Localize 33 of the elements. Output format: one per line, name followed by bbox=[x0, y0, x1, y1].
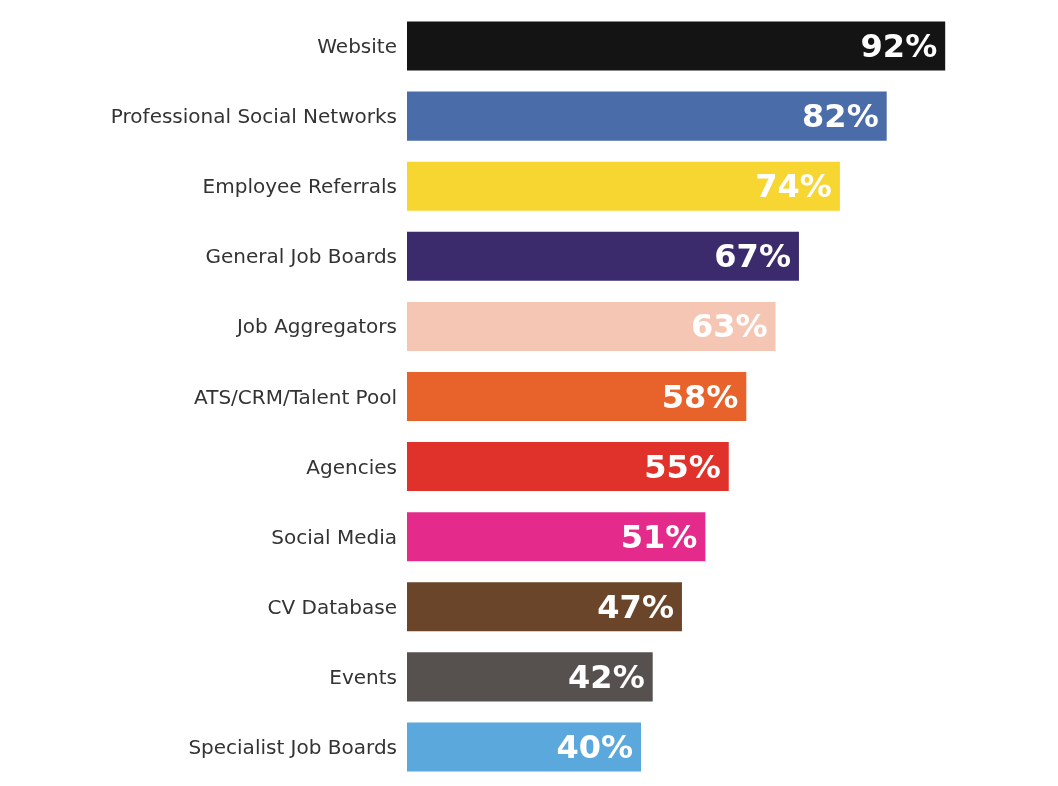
bar bbox=[407, 442, 729, 492]
y-tick-label: Website bbox=[317, 34, 397, 59]
data-label: 67% bbox=[714, 237, 791, 276]
data-label: 51% bbox=[620, 517, 698, 556]
y-tick-label: General Job Boards bbox=[205, 244, 397, 269]
y-tick-label: Social Media bbox=[271, 524, 397, 549]
bar bbox=[407, 722, 641, 772]
data-label: 42% bbox=[568, 657, 645, 696]
y-tick-label: Specialist Job Boards bbox=[188, 734, 397, 759]
bar bbox=[407, 21, 946, 71]
bar bbox=[407, 301, 776, 351]
bar bbox=[407, 371, 747, 422]
data-label: 82% bbox=[802, 97, 879, 136]
y-tick-label: Agencies bbox=[306, 454, 397, 479]
data-label: 92% bbox=[860, 27, 938, 66]
bar bbox=[407, 231, 799, 281]
bar bbox=[407, 512, 706, 562]
bar bbox=[407, 91, 887, 141]
y-tick-label: ATS/CRM/Talent Pool bbox=[194, 384, 397, 409]
data-label: 63% bbox=[690, 307, 768, 346]
data-label: 40% bbox=[556, 727, 633, 766]
y-tick-label: Employee Referrals bbox=[202, 174, 397, 199]
y-tick-label: CV Database bbox=[267, 594, 397, 619]
data-label: 55% bbox=[644, 447, 721, 486]
bar bbox=[407, 652, 653, 702]
data-label: 47% bbox=[597, 587, 674, 626]
data-label: 74% bbox=[755, 167, 832, 206]
y-tick-label: Job Aggregators bbox=[234, 314, 397, 339]
y-tick-label: Professional Social Networks bbox=[110, 104, 397, 129]
bar bbox=[407, 582, 682, 632]
y-tick-label: Events bbox=[329, 664, 397, 689]
data-label: 58% bbox=[661, 377, 739, 416]
bar bbox=[407, 161, 840, 211]
